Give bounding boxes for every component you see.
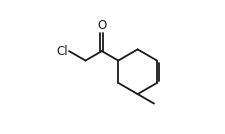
Text: Cl: Cl [56, 45, 67, 58]
Text: O: O [97, 19, 106, 32]
